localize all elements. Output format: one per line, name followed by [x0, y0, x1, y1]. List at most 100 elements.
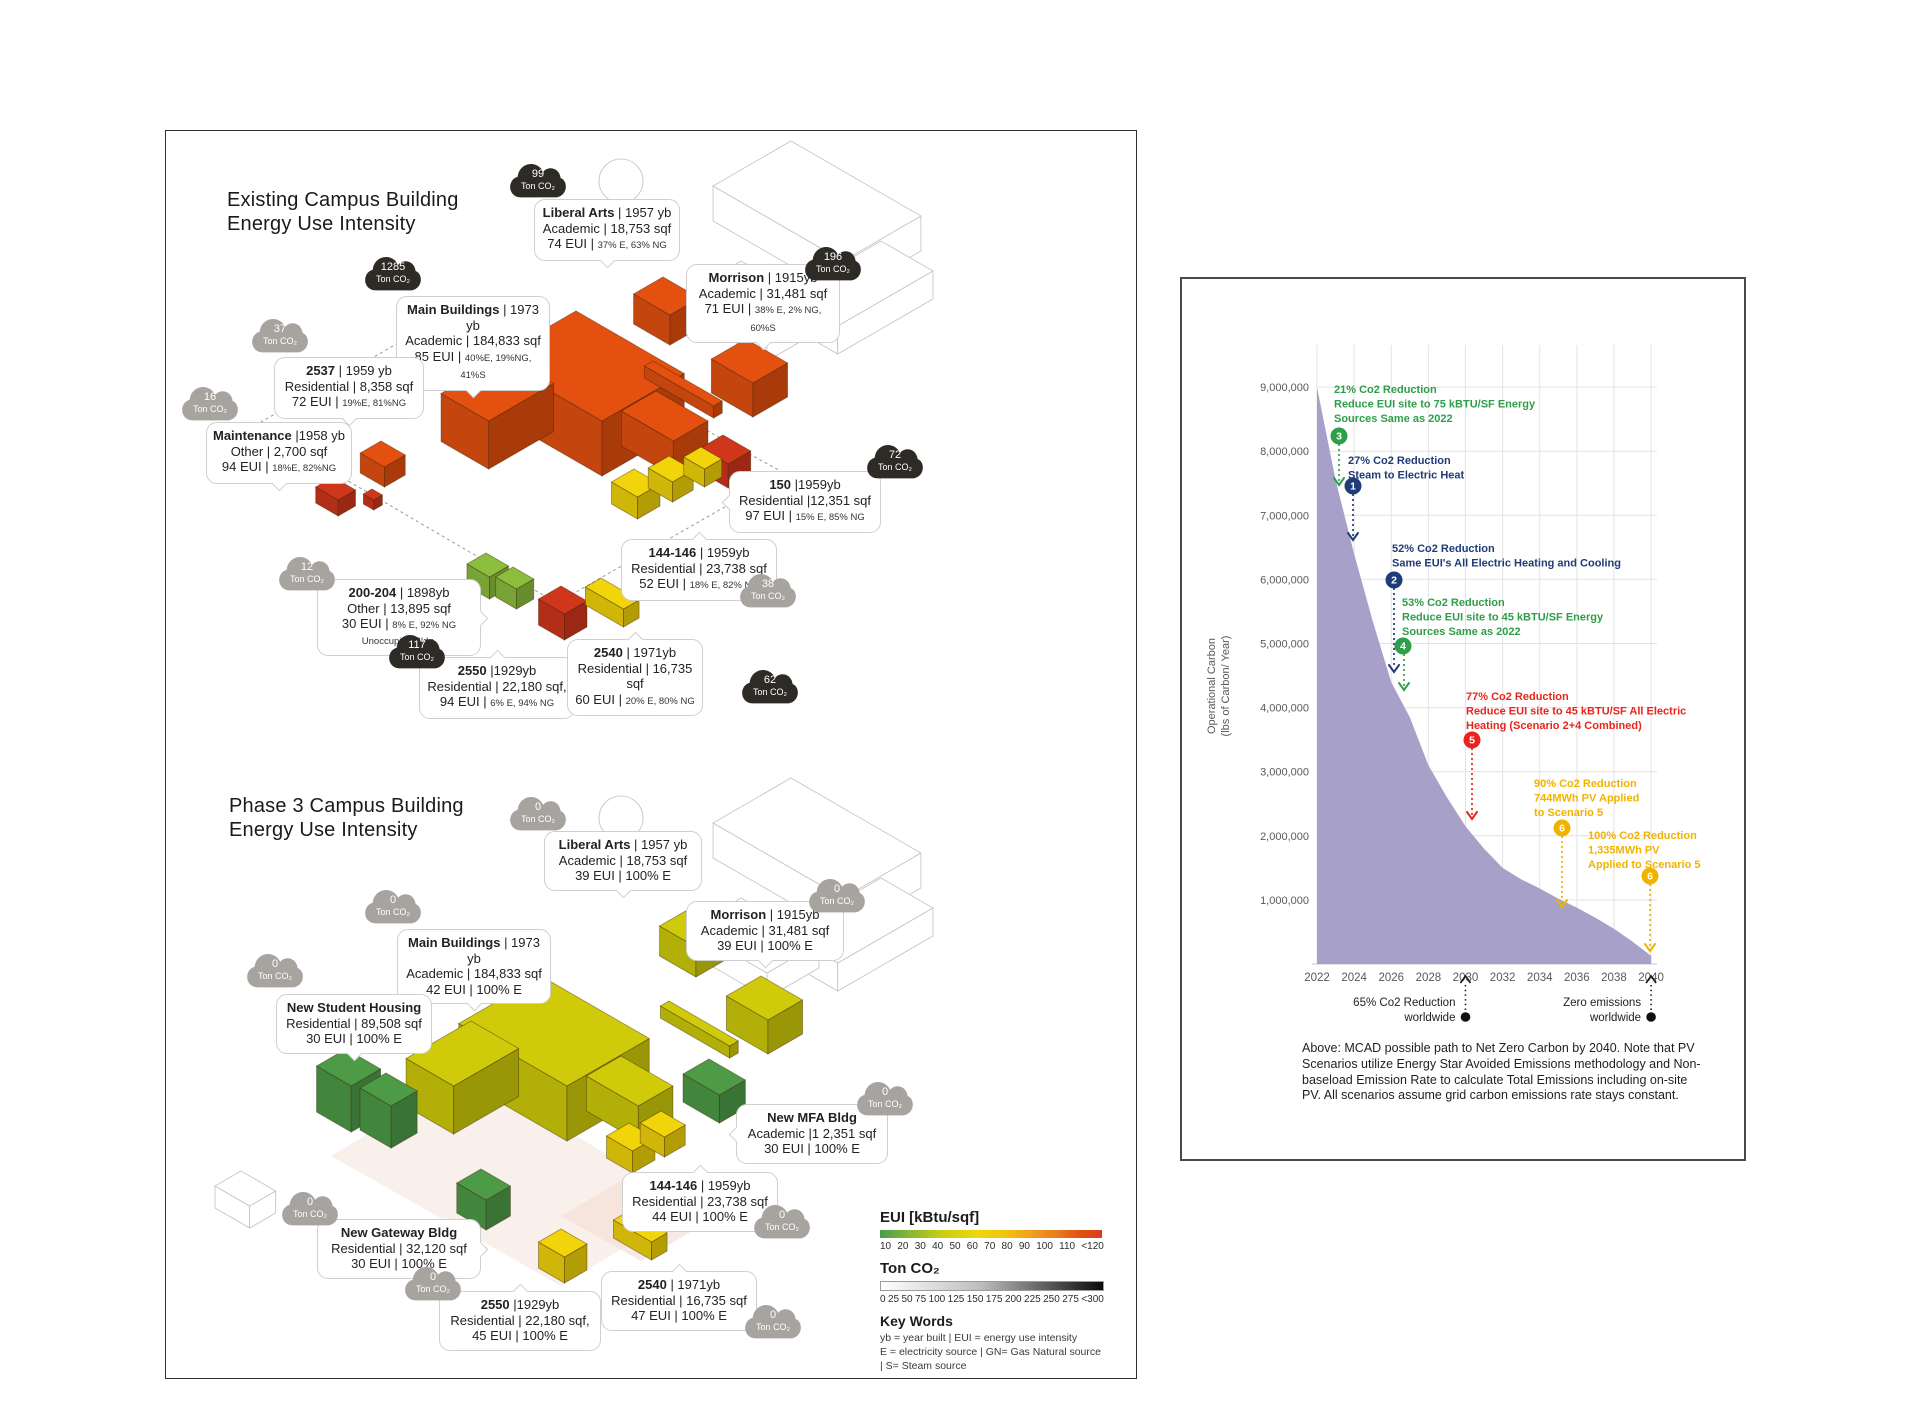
co2-cloud-gray: 0 Ton CO₂ [753, 1202, 811, 1242]
cloud-unit: Ton CO₂ [375, 907, 410, 917]
annotation-arrowhead [1388, 664, 1400, 674]
callout-type-line: Academic | 31,481 sqf [700, 922, 830, 938]
callout-name-line: 200-204 | 1898yb [348, 585, 450, 600]
callout-morrison3: Morrison | 1915yb Academic | 31,481 sqf 39… [686, 901, 844, 961]
annotation-text-line: 90% Co2 Reduction [1534, 778, 1637, 790]
existing-map-title-line1: Existing Campus Building [227, 189, 459, 211]
building-144-146 [610, 468, 661, 520]
callout-b144_3: 144-146 | 1959yb Residential | 23,738 sqf… [622, 1172, 778, 1232]
cloud-text: 0 Ton CO₂ [404, 1264, 462, 1295]
cloud-value: 1285 [380, 261, 406, 273]
cloud-value: 0 [389, 894, 397, 906]
legend-co2-tick: 150 [966, 1294, 984, 1305]
annotation-number-circle [1641, 867, 1659, 885]
p3-bg-small-building [214, 1170, 277, 1229]
cloud-icon [510, 164, 566, 198]
callout-name-line: Liberal Arts | 1957 yb [542, 205, 672, 220]
callout-maintenance: Maintenance |1958 yb Other | 2,700 sqf 94 … [206, 422, 352, 484]
annotation-text-line: Applied to Scenario 5 [1588, 859, 1700, 871]
callout-eui-line: 52 EUI | 18% E, 82% NG [639, 576, 759, 591]
co2-cloud-dark: 117 Ton CO₂ [388, 632, 446, 672]
co2-cloud-gray: 0 Ton CO₂ [281, 1189, 339, 1229]
callout-eui-line: 74 EUI | 37% E, 63% NG [547, 236, 667, 251]
cloud-value: 0 [271, 958, 279, 970]
y-tick-label: 3,000,000 [1260, 767, 1309, 779]
cloud-value: 117 [408, 639, 426, 651]
callout-name-line: 2550 |1929yb [480, 1297, 560, 1312]
building-144-146 [682, 446, 723, 488]
milestone-up-arrowhead [1459, 974, 1472, 984]
annotation-number: 5 [1469, 735, 1475, 747]
cloud-text: 0 Ton CO₂ [753, 1202, 811, 1233]
callout-type-line: Residential |12,351 sqf [738, 492, 872, 508]
annotation-number: 2 [1391, 575, 1397, 587]
cloud-icon [742, 670, 798, 704]
callout-b2550: 2550 |1929yb Residential | 22,180 sqf, 94 … [419, 657, 575, 719]
cloud-unit: Ton CO₂ [375, 274, 410, 284]
cloud-value: 0 [769, 1309, 777, 1321]
callout-morrison: Morrison | 1915yb Academic | 31,481 sqf 71… [686, 264, 840, 343]
callout-name-line: Liberal Arts | 1957 yb [558, 837, 688, 852]
building-main-buildings-p3 [405, 1020, 520, 1135]
callout-eui-line: 30 EUI | 100% E [351, 1256, 447, 1271]
y-tick-label: 4,000,000 [1260, 703, 1309, 715]
callout-eui-line: 85 EUI | 40%E, 19%NG, 41%S [414, 348, 532, 382]
building-new-student-housing [359, 1072, 418, 1149]
legend-eui-tick: 40 [932, 1241, 944, 1252]
callout-eui-line: 45 EUI | 100% E [472, 1328, 568, 1343]
cloud-value: 0 [306, 1196, 314, 1208]
annotation-number: 6 [1647, 871, 1653, 883]
callout-eui-line: 94 EUI | 6% E, 94% NG [439, 694, 555, 709]
cloud-unit: Ton CO₂ [819, 896, 854, 906]
cloud-icon [365, 890, 421, 924]
callout-type-line: Residential | 22,180 sqf, [427, 678, 567, 694]
legend-co2-tick: 50 [901, 1294, 913, 1305]
cloud-text: 12 Ton CO₂ [278, 554, 336, 585]
callout-name-line: 150 |1959yb [769, 477, 841, 492]
building-maintenance [362, 488, 384, 511]
building-200-204 [494, 566, 535, 610]
x-tick-label: 2034 [1527, 972, 1553, 984]
co2-cloud-dark: 196 Ton CO₂ [804, 244, 862, 284]
legend-eui-tick: 20 [897, 1241, 909, 1252]
legend-co2-tick: 0 [880, 1294, 886, 1305]
callout-b2537: 2537 | 1959 yb Residential | 8,358 sqf 72 … [274, 357, 424, 419]
callout-type-line: Academic |1 2,351 sqf [747, 1125, 877, 1141]
existing-map-title-line2: Energy Use Intensity [227, 213, 416, 235]
callout-name-line: New MFA Bldg [767, 1110, 857, 1125]
cloud-unit: Ton CO₂ [257, 971, 292, 981]
callout-name-line: 2550 |1929yb [457, 663, 537, 678]
annotation-text-line: to Scenario 5 [1534, 807, 1603, 819]
callout-name-line: New Gateway Bldg [340, 1225, 458, 1240]
callout-name-line: New Student Housing [286, 1000, 422, 1015]
cloud-unit: Ton CO₂ [192, 404, 227, 414]
cloud-value: 12 [300, 561, 314, 573]
cloud-text: 0 Ton CO₂ [744, 1302, 802, 1333]
legend-keywords-title: Key Words [880, 1313, 953, 1329]
callout-name-line: Maintenance |1958 yb [213, 428, 346, 443]
cloud-value: 0 [881, 1086, 889, 1098]
annotation-number: 3 [1336, 431, 1342, 443]
callout-type-line: Academic | 18,753 sqf [542, 220, 672, 236]
chart-annotation-3: 21% Co2 Reduction Reduce EUI site to 75 k… [1330, 384, 1536, 487]
callout-type-line: Residential | 89,508 sqf [286, 1015, 422, 1031]
callout-eui-line: 42 EUI | 100% E [426, 981, 522, 997]
building-new-mfa [682, 1058, 747, 1124]
building-morrison-p3 [725, 975, 804, 1055]
cloud-unit: Ton CO₂ [399, 652, 434, 662]
x-tick-label: 2028 [1416, 972, 1442, 984]
callout-b150: 150 |1959yb Residential |12,351 sqf 97 EUI… [729, 471, 881, 533]
callout-type-line: Academic | 18,753 sqf [558, 852, 688, 868]
cloud-icon [405, 1267, 461, 1301]
operational-carbon-area [1317, 387, 1652, 965]
annotation-arrowhead [1398, 682, 1410, 692]
callout-type-line: Residential | 16,735 sqf [611, 1292, 747, 1308]
annotation-number-circle [1385, 571, 1403, 589]
legend-co2-tick: 225 [1024, 1294, 1041, 1305]
building-new-gateway [455, 1168, 512, 1231]
legend-eui-tick: 80 [1001, 1241, 1013, 1252]
cloud-unit: Ton CO₂ [867, 1099, 902, 1109]
cloud-value: 0 [534, 801, 542, 813]
legend-eui-ticks: 10 20 30 40 50 60 70 80 90 100 110 <120 [880, 1241, 1104, 1252]
